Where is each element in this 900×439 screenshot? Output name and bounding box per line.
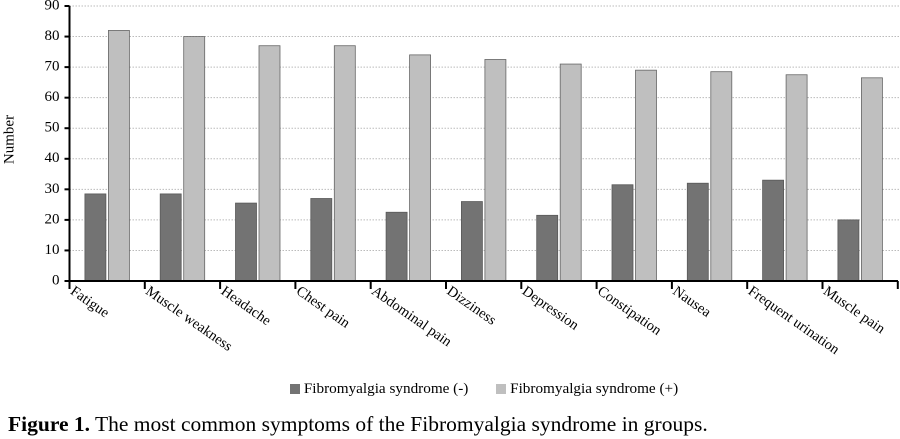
svg-text:Fatigue: Fatigue	[67, 283, 112, 321]
svg-text:Headache: Headache	[218, 283, 274, 329]
svg-text:Abdominal pain: Abdominal pain	[368, 283, 455, 350]
svg-text:30: 30	[45, 181, 60, 197]
svg-text:Constipation: Constipation	[594, 283, 665, 339]
svg-text:Nausea: Nausea	[670, 283, 715, 321]
svg-text:Chest pain: Chest pain	[293, 283, 353, 332]
svg-text:80: 80	[45, 28, 60, 44]
svg-text:Muscle pain: Muscle pain	[820, 283, 888, 337]
svg-text:Dizziness: Dizziness	[444, 283, 500, 329]
svg-text:90: 90	[45, 0, 60, 13]
svg-text:Depression: Depression	[519, 283, 582, 334]
svg-text:50: 50	[45, 120, 60, 136]
svg-text:10: 10	[45, 242, 60, 258]
svg-text:70: 70	[45, 59, 60, 75]
svg-text:20: 20	[45, 211, 60, 227]
svg-text:0: 0	[52, 272, 60, 288]
svg-text:60: 60	[45, 89, 60, 105]
svg-text:Number: Number	[1, 115, 17, 164]
svg-text:40: 40	[45, 150, 60, 166]
